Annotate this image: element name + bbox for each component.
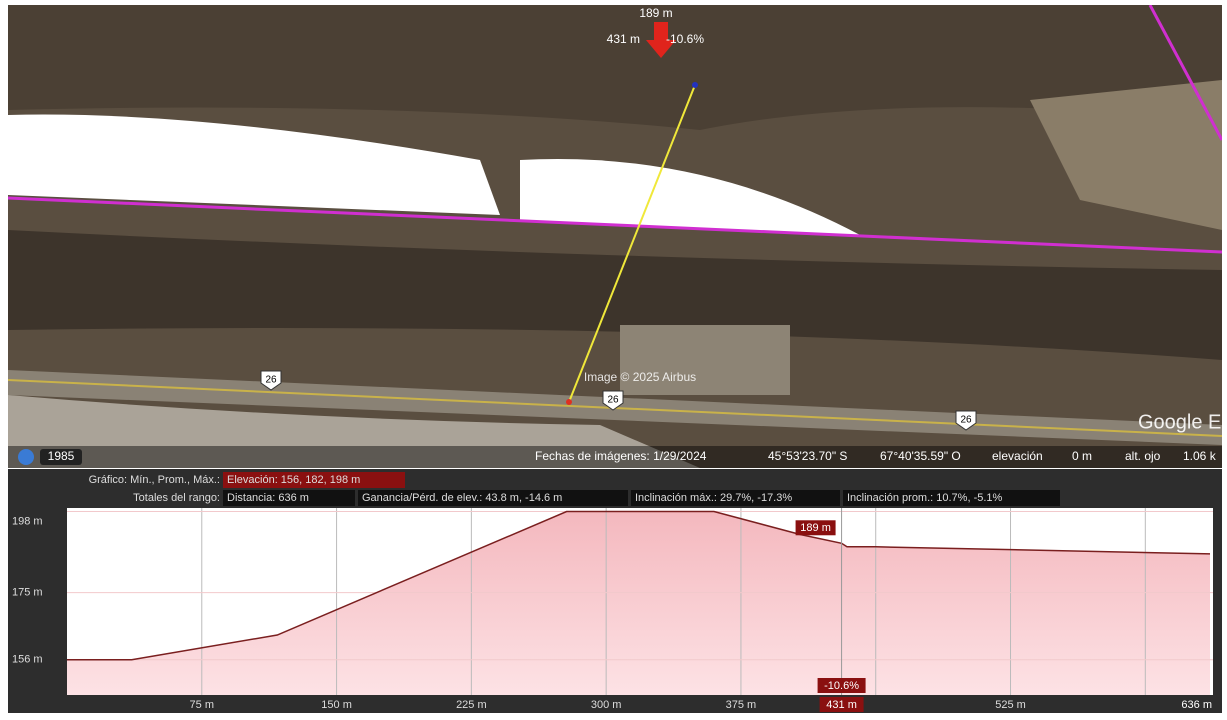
logo: Google E bbox=[1138, 411, 1221, 433]
eye-alt-value: 1.06 k bbox=[1183, 449, 1217, 463]
x-tick-label: 225 m bbox=[456, 699, 487, 711]
imagery-credit: Image © 2025 Airbus bbox=[584, 370, 696, 384]
terrain bbox=[620, 325, 790, 395]
shield-label: 26 bbox=[607, 395, 619, 406]
cursor-value-label: 189 m bbox=[800, 522, 831, 534]
x-end-label: 636 m bbox=[1181, 699, 1212, 711]
cursor-elevation: 189 m bbox=[639, 6, 672, 20]
image-date: Fechas de imágenes: 1/29/2024 bbox=[535, 449, 707, 463]
y-tick-label: 198 m bbox=[12, 515, 43, 527]
elevation-value: 0 m bbox=[1072, 449, 1092, 463]
history-year: 1985 bbox=[48, 449, 75, 463]
longitude: 67°40'35.59" O bbox=[880, 449, 961, 463]
shield-label: 26 bbox=[265, 375, 277, 386]
latitude: 45°53'23.70" S bbox=[768, 449, 847, 463]
x-tick-label: 75 m bbox=[190, 699, 214, 711]
page: 189 m 431 m -10.6% 26 26 26 Image © 2025… bbox=[0, 0, 1227, 715]
y-tick-label: 156 m bbox=[12, 654, 43, 666]
path-start bbox=[566, 399, 572, 405]
app: 189 m 431 m -10.6% 26 26 26 Image © 2025… bbox=[0, 0, 1227, 715]
history-icon[interactable] bbox=[18, 449, 34, 465]
path-end bbox=[692, 82, 698, 88]
totals-label: Totales del rango: bbox=[133, 492, 220, 504]
gain-loss: Ganancia/Pérd. de elev.: 43.8 m, -14.6 m bbox=[362, 492, 562, 504]
elevation-summary: Elevación: 156, 182, 198 m bbox=[227, 474, 360, 486]
cursor-x-label: 431 m bbox=[826, 699, 857, 711]
cursor-distance: 431 m bbox=[607, 32, 640, 46]
cursor-slope-label: -10.6% bbox=[824, 680, 859, 692]
x-tick-label: 150 m bbox=[321, 699, 352, 711]
eye-alt-label: alt. ojo bbox=[1125, 449, 1161, 463]
y-tick-label: 175 m bbox=[12, 587, 43, 599]
avg-slope: Inclinación prom.: 10.7%, -5.1% bbox=[847, 492, 1003, 504]
max-slope: Inclinación máx.: 29.7%, -17.3% bbox=[635, 492, 792, 504]
shield-label: 26 bbox=[960, 415, 972, 426]
x-tick-label: 300 m bbox=[591, 699, 622, 711]
distance: Distancia: 636 m bbox=[227, 492, 309, 504]
cursor-slope: -10.6% bbox=[666, 32, 704, 46]
x-tick-label: 525 m bbox=[995, 699, 1026, 711]
chart-label: Gráfico: Mín., Prom., Máx.: bbox=[89, 474, 220, 486]
x-tick-label: 375 m bbox=[726, 699, 757, 711]
map-view[interactable]: 189 m 431 m -10.6% 26 26 26 Image © 2025… bbox=[8, 5, 1222, 468]
elevation-label: elevación bbox=[992, 449, 1043, 463]
